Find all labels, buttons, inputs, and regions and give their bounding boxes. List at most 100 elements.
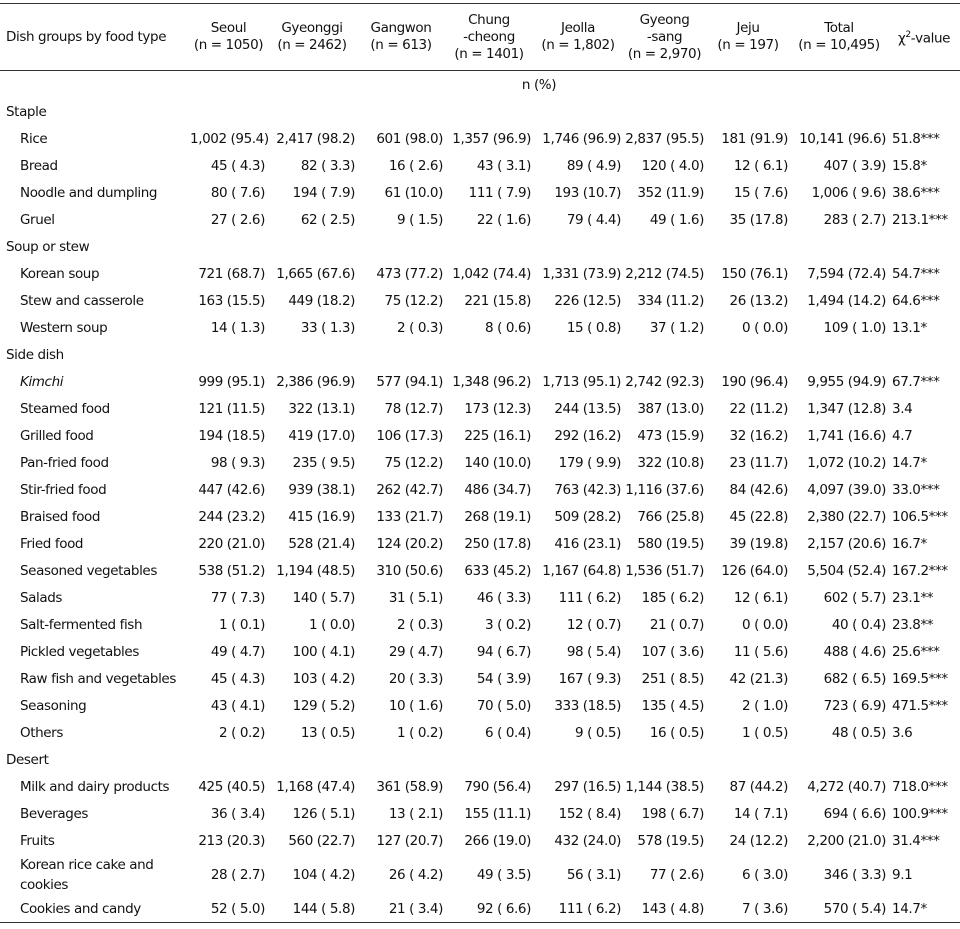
count-cell: 42 (21.3): [729, 670, 789, 687]
header-line: Dish groups by food type: [6, 28, 167, 45]
count-cell: 89 ( 4.9): [566, 157, 622, 174]
count-cell: 126 ( 5.1): [292, 805, 356, 822]
count-cell: 45 ( 4.3): [210, 670, 266, 687]
count-cell: 10 ( 1.6): [388, 697, 444, 714]
count-cell: 415 (16.9): [288, 508, 355, 525]
count-cell: 185 ( 6.2): [641, 589, 705, 606]
count-cell: 127 (20.7): [376, 832, 443, 849]
count-cell: 111 ( 6.2): [558, 589, 622, 606]
chi-text: -value: [910, 30, 951, 47]
chi-value: 67.7***: [892, 373, 940, 390]
count-cell: 87 (44.2): [729, 778, 789, 795]
count-cell: 181 (91.9): [721, 130, 788, 147]
count-cell: 98 ( 5.4): [566, 643, 622, 660]
count-cell: 1,167 (64.8): [542, 562, 621, 579]
row-label: Pan-fried food: [20, 454, 109, 471]
chi-value: 9.1: [892, 866, 913, 883]
count-cell: 98 ( 9.3): [210, 454, 266, 471]
count-cell: 334 (11.2): [637, 292, 704, 309]
column-header: χ2-value: [888, 3, 960, 71]
data-row: Stir-fried food 447 (42.6) 939 (38.1) 262 (…: [0, 476, 960, 503]
count-cell: 16 ( 0.5): [649, 724, 705, 741]
data-row: Kimchi 999 (95.1) 2,386 (96.9) 577 (94.1) 1,…: [0, 368, 960, 395]
count-cell: 449 (18.2): [288, 292, 355, 309]
count-cell: 8 ( 0.6): [485, 319, 531, 336]
column-header: Dish groups by food type: [0, 3, 190, 71]
count-cell: 1 ( 0.5): [742, 724, 788, 741]
chi-value: 33.0***: [892, 481, 940, 498]
header-line: (n = 1401): [454, 45, 524, 62]
count-cell: 32 (16.2): [729, 427, 789, 444]
count-cell: 7 ( 3.6): [706, 895, 790, 923]
count-cell: 2,157 (20.6): [807, 535, 886, 552]
count-cell: 39 (19.8): [729, 535, 789, 552]
chi-value: 25.6***: [892, 643, 940, 660]
data-row: Gruel 27 ( 2.6) 62 ( 2.5) 9 ( 1.5) 22 ( 1.6)…: [0, 206, 960, 233]
count-cell: 226 (12.5): [554, 292, 621, 309]
chi-value: 169.5***: [892, 670, 948, 687]
count-cell: 6 ( 3.0): [742, 866, 788, 883]
count-cell: 1,713 (95.1): [542, 373, 621, 390]
count-cell: 82 ( 3.3): [300, 157, 356, 174]
chi-value: 64.6***: [892, 292, 940, 309]
count-cell: 46 ( 3.3): [476, 589, 532, 606]
count-cell: 352 (11.9): [637, 184, 704, 201]
header-line: (n = 1,802): [541, 37, 615, 53]
chi-value: 31.4***: [892, 832, 940, 849]
count-cell: 2 ( 1.0): [742, 697, 788, 714]
count-cell: 292 (16.2): [554, 427, 621, 444]
count-cell: 40 ( 0.4): [831, 616, 887, 633]
count-cell: 140 ( 5.7): [292, 589, 356, 606]
header-line: Jeolla: [561, 20, 595, 36]
count-cell: 447 (42.6): [198, 481, 265, 498]
count-cell: 1,116 (37.6): [625, 481, 704, 498]
count-cell: 601 (98.0): [376, 130, 443, 147]
chi-value: 51.8***: [892, 130, 940, 147]
count-cell: 12 ( 0.7): [566, 616, 622, 633]
count-cell: 106 (17.3): [376, 427, 443, 444]
count-cell: 486 (34.7): [464, 481, 531, 498]
row-label: Steamed food: [20, 400, 110, 417]
column-header: Gangwon (n = 613): [357, 3, 445, 71]
count-cell: 173 (12.3): [464, 400, 531, 417]
count-cell: 22 ( 1.6): [476, 211, 532, 228]
count-cell: 31 ( 5.1): [388, 589, 444, 606]
chi-value: 471.5***: [892, 697, 948, 714]
row-label: Stew and casserole: [20, 292, 144, 309]
chi-value: 3.6: [892, 724, 913, 741]
chi-value: 16.7*: [892, 535, 927, 552]
count-cell: 61 (10.0): [384, 184, 444, 201]
row-label: Bread: [20, 157, 58, 174]
header-line: -sang: [646, 28, 683, 45]
count-cell: 528 (21.4): [288, 535, 355, 552]
count-cell: 0 ( 0.0): [742, 319, 788, 336]
count-cell: 1,331 (73.9): [542, 265, 621, 282]
count-cell: 2,742 (92.3): [625, 373, 704, 390]
column-header: Seoul (n = 1050): [190, 3, 267, 71]
count-cell: 694 ( 6.6): [823, 805, 887, 822]
count-cell: 120 ( 4.0): [641, 157, 705, 174]
count-cell: 13 ( 2.1): [388, 805, 444, 822]
count-cell: 43 ( 4.1): [210, 697, 266, 714]
chi-value: 23.8**: [892, 616, 934, 633]
data-row: Fruits 213 (20.3) 560 (22.7) 127 (20.7) 266 …: [0, 827, 960, 854]
count-cell: 23 (11.7): [729, 454, 789, 471]
chi-value: 13.1*: [892, 319, 927, 336]
count-cell: 45 (22.8): [729, 508, 789, 525]
data-row: Cookies and candy 52 ( 5.0) 144 ( 5.8) 21 (…: [0, 895, 960, 923]
data-row: Korean soup 721 (68.7) 1,665 (67.6) 473 (77…: [0, 260, 960, 287]
count-cell: 2,417 (98.2): [276, 130, 355, 147]
count-cell: 133 (21.7): [376, 508, 443, 525]
count-cell: 14 ( 1.3): [210, 319, 266, 336]
chi-value: 14.7*: [888, 895, 960, 923]
count-cell: 244 (23.2): [198, 508, 265, 525]
data-row: Others 2 ( 0.2) 13 ( 0.5) 1 ( 0.2) 6 ( 0.4) 9…: [0, 719, 960, 746]
data-table: Dish groups by food type Seoul (n = 1050) G…: [0, 3, 960, 923]
chi-value: 167.2***: [892, 562, 948, 579]
count-cell: 1,357 (96.9): [452, 130, 531, 147]
count-cell: 77 ( 2.6): [649, 866, 705, 883]
count-cell: 36 ( 3.4): [210, 805, 266, 822]
data-row: Raw fish and vegetables 45 ( 4.3) 103 ( 4.…: [0, 665, 960, 692]
count-cell: 111 ( 6.2): [533, 895, 623, 923]
count-cell: 163 (15.5): [198, 292, 265, 309]
